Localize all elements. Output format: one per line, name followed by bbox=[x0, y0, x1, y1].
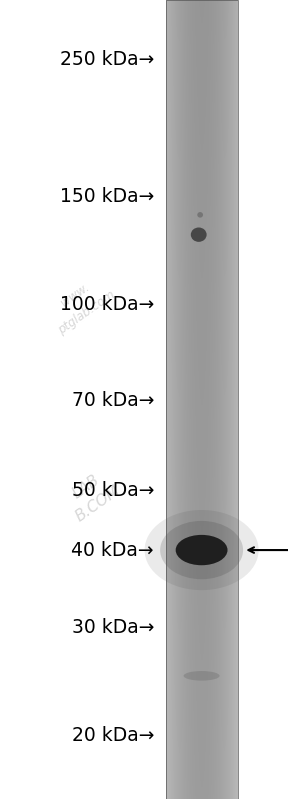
Ellipse shape bbox=[197, 212, 203, 217]
Text: 250 kDa→: 250 kDa→ bbox=[60, 50, 154, 70]
Bar bbox=[166, 0, 238, 799]
Ellipse shape bbox=[176, 535, 228, 565]
Text: 20 kDa→: 20 kDa→ bbox=[72, 726, 154, 745]
Text: 50 kDa→: 50 kDa→ bbox=[72, 481, 154, 500]
Text: 100 kDa→: 100 kDa→ bbox=[60, 296, 154, 314]
Text: 70 kDa→: 70 kDa→ bbox=[72, 391, 154, 410]
Text: 30 kDa→: 30 kDa→ bbox=[72, 618, 154, 637]
Text: 40 kDa→: 40 kDa→ bbox=[71, 541, 154, 559]
Text: LAB
B.COM: LAB B.COM bbox=[61, 466, 124, 525]
Ellipse shape bbox=[160, 521, 243, 579]
Text: www.
ptglab.com: www. ptglab.com bbox=[43, 271, 118, 336]
Ellipse shape bbox=[145, 510, 259, 590]
Ellipse shape bbox=[184, 671, 220, 681]
Text: 150 kDa→: 150 kDa→ bbox=[60, 187, 154, 206]
Ellipse shape bbox=[191, 228, 206, 242]
